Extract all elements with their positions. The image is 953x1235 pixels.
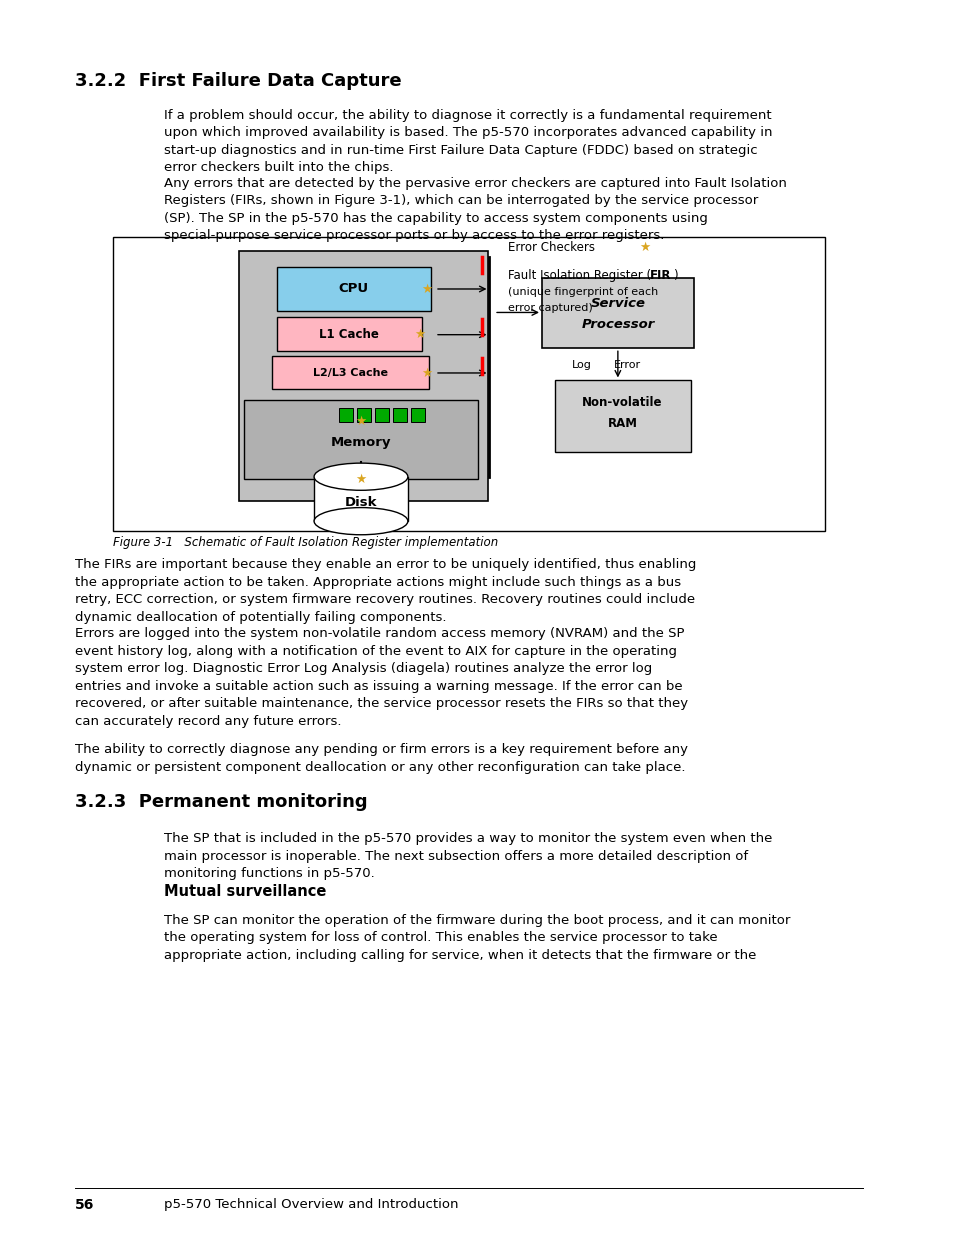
- FancyBboxPatch shape: [276, 267, 431, 311]
- Text: ★: ★: [420, 367, 432, 379]
- Text: The SP that is included in the p5-570 provides a way to monitor the system even : The SP that is included in the p5-570 pr…: [164, 832, 772, 881]
- FancyBboxPatch shape: [375, 408, 389, 422]
- Text: Errors are logged into the system non-volatile random access memory (NVRAM) and : Errors are logged into the system non-vo…: [75, 627, 687, 727]
- Text: The ability to correctly diagnose any pending or firm errors is a key requiremen: The ability to correctly diagnose any pe…: [75, 743, 687, 774]
- Text: RAM: RAM: [607, 417, 637, 430]
- FancyBboxPatch shape: [244, 400, 477, 479]
- Text: 3.2.2  First Failure Data Capture: 3.2.2 First Failure Data Capture: [75, 72, 401, 90]
- FancyBboxPatch shape: [393, 408, 407, 422]
- Ellipse shape: [314, 508, 408, 535]
- Text: ★: ★: [355, 415, 366, 427]
- Text: Memory: Memory: [331, 436, 391, 448]
- Text: L2/L3 Cache: L2/L3 Cache: [313, 368, 388, 378]
- Text: Log: Log: [572, 361, 591, 370]
- Text: The SP can monitor the operation of the firmware during the boot process, and it: The SP can monitor the operation of the …: [164, 914, 790, 962]
- Text: ): ): [673, 269, 677, 283]
- FancyBboxPatch shape: [555, 380, 690, 452]
- Text: CPU: CPU: [338, 283, 368, 295]
- Text: ★: ★: [414, 329, 425, 341]
- Text: error captured): error captured): [508, 303, 593, 312]
- Text: (unique fingerprint of each: (unique fingerprint of each: [508, 287, 658, 296]
- Text: Any errors that are detected by the pervasive error checkers are captured into F: Any errors that are detected by the perv…: [164, 177, 786, 242]
- FancyBboxPatch shape: [276, 317, 421, 351]
- Text: p5-570 Technical Overview and Introduction: p5-570 Technical Overview and Introducti…: [164, 1198, 458, 1212]
- FancyBboxPatch shape: [356, 408, 371, 422]
- Text: Service: Service: [590, 298, 644, 310]
- Text: Mutual surveillance: Mutual surveillance: [164, 884, 326, 899]
- Text: ★: ★: [420, 283, 432, 295]
- Text: Fault Isolation Register (: Fault Isolation Register (: [508, 269, 651, 283]
- FancyBboxPatch shape: [541, 278, 693, 348]
- Text: Non-volatile: Non-volatile: [581, 396, 662, 409]
- FancyBboxPatch shape: [112, 237, 824, 531]
- FancyBboxPatch shape: [239, 251, 487, 501]
- FancyBboxPatch shape: [410, 408, 424, 422]
- Text: ★: ★: [355, 473, 366, 485]
- Text: FIR: FIR: [649, 269, 671, 283]
- Text: If a problem should occur, the ability to diagnose it correctly is a fundamental: If a problem should occur, the ability t…: [164, 109, 772, 174]
- Text: Processor: Processor: [580, 319, 654, 331]
- Text: Figure 3-1   Schematic of Fault Isolation Register implementation: Figure 3-1 Schematic of Fault Isolation …: [112, 536, 497, 550]
- FancyBboxPatch shape: [314, 477, 408, 521]
- FancyBboxPatch shape: [339, 408, 354, 422]
- Text: 3.2.3  Permanent monitoring: 3.2.3 Permanent monitoring: [75, 793, 367, 811]
- FancyBboxPatch shape: [272, 356, 429, 389]
- Text: Error Checkers: Error Checkers: [508, 241, 598, 254]
- Ellipse shape: [314, 463, 408, 490]
- Text: 56: 56: [75, 1198, 94, 1212]
- Text: The FIRs are important because they enable an error to be uniquely identified, t: The FIRs are important because they enab…: [75, 558, 696, 624]
- Text: Error: Error: [614, 361, 640, 370]
- Text: Disk: Disk: [344, 496, 376, 509]
- Text: ★: ★: [639, 241, 650, 254]
- Text: L1 Cache: L1 Cache: [318, 329, 378, 341]
